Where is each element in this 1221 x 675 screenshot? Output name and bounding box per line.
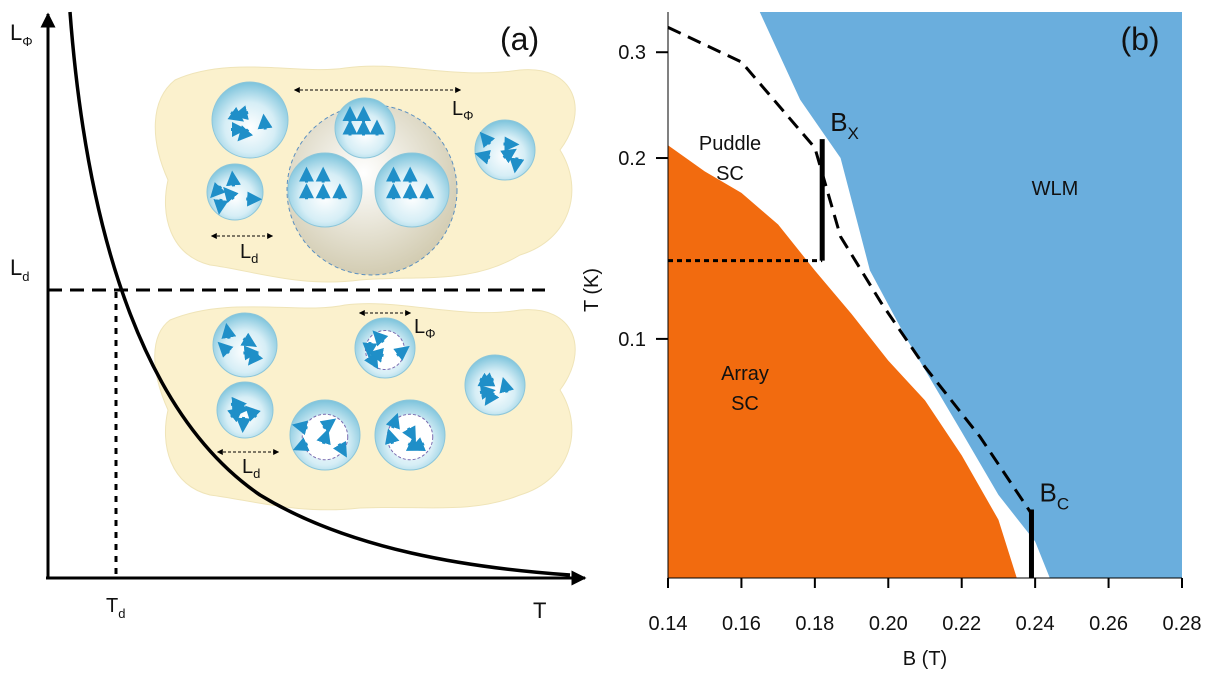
- x-tick-label: 0.24: [1016, 613, 1055, 635]
- panel-label: (b): [1120, 21, 1159, 57]
- x-tick-label: 0.14: [649, 613, 688, 635]
- sub: Φ: [22, 34, 32, 49]
- main: L: [240, 241, 251, 263]
- main: L: [242, 456, 253, 478]
- main: B: [830, 107, 847, 137]
- spin: [243, 417, 244, 430]
- grain: [465, 355, 525, 415]
- spin: [480, 391, 493, 393]
- spin: [219, 199, 221, 212]
- y-tick-label: 0.3: [618, 42, 646, 64]
- sub: d: [22, 269, 29, 284]
- region-label: WLM: [1032, 178, 1079, 200]
- grain: [217, 382, 273, 438]
- main: L: [414, 316, 425, 338]
- spin: [264, 117, 265, 130]
- x-tick-label: 0.26: [1089, 613, 1128, 635]
- y-axis-label: LΦ: [10, 20, 33, 49]
- spin: [243, 352, 256, 353]
- x-axis-label: B (T): [903, 648, 947, 670]
- coherent-core: [366, 331, 405, 370]
- main: L: [10, 20, 22, 45]
- spin: [232, 173, 233, 186]
- sub: X: [848, 124, 859, 143]
- sub: C: [1057, 495, 1069, 514]
- x-tick-label: 0.28: [1163, 613, 1202, 635]
- region-label: SC: [716, 163, 744, 185]
- sub: d: [253, 466, 260, 481]
- figure: LΦ Ld Td T (a) LΦ Ld LΦ Ld ArraySCWLMPud…: [0, 0, 1221, 675]
- x-axis-label: T: [533, 598, 546, 623]
- td-label: Td: [106, 595, 125, 621]
- y-tick-label: 0.1: [618, 329, 646, 351]
- main: T: [106, 595, 118, 617]
- sub: Φ: [425, 326, 435, 341]
- sub: d: [251, 251, 258, 266]
- y-axis-label: T (K): [581, 268, 603, 312]
- grain: [375, 153, 449, 227]
- spin: [515, 158, 517, 171]
- x-tick-label: 0.16: [722, 613, 761, 635]
- sub: d: [118, 606, 125, 621]
- grain: [212, 82, 288, 158]
- ld-label: Ld: [10, 255, 29, 284]
- main: L: [452, 98, 463, 120]
- grain: [288, 153, 362, 227]
- x-tick-label: 0.20: [869, 613, 908, 635]
- x-tick-label: 0.22: [942, 613, 981, 635]
- region-label: Array: [721, 363, 769, 385]
- spin: [369, 342, 370, 355]
- panel-a: LΦ Ld Td T (a) LΦ Ld LΦ Ld: [10, 12, 585, 623]
- y-tick-label: 0.2: [618, 148, 646, 170]
- page: LΦ Ld Td T (a) LΦ Ld LΦ Ld ArraySCWLMPud…: [0, 0, 1221, 675]
- region-label: SC: [731, 393, 759, 415]
- main: L: [10, 255, 22, 280]
- panel-label: (a): [500, 21, 539, 57]
- x-tick-label: 0.18: [795, 613, 834, 635]
- main: B: [1039, 478, 1056, 508]
- sub: Φ: [463, 108, 473, 123]
- grain: [475, 120, 535, 180]
- region-label: Puddle: [699, 133, 761, 155]
